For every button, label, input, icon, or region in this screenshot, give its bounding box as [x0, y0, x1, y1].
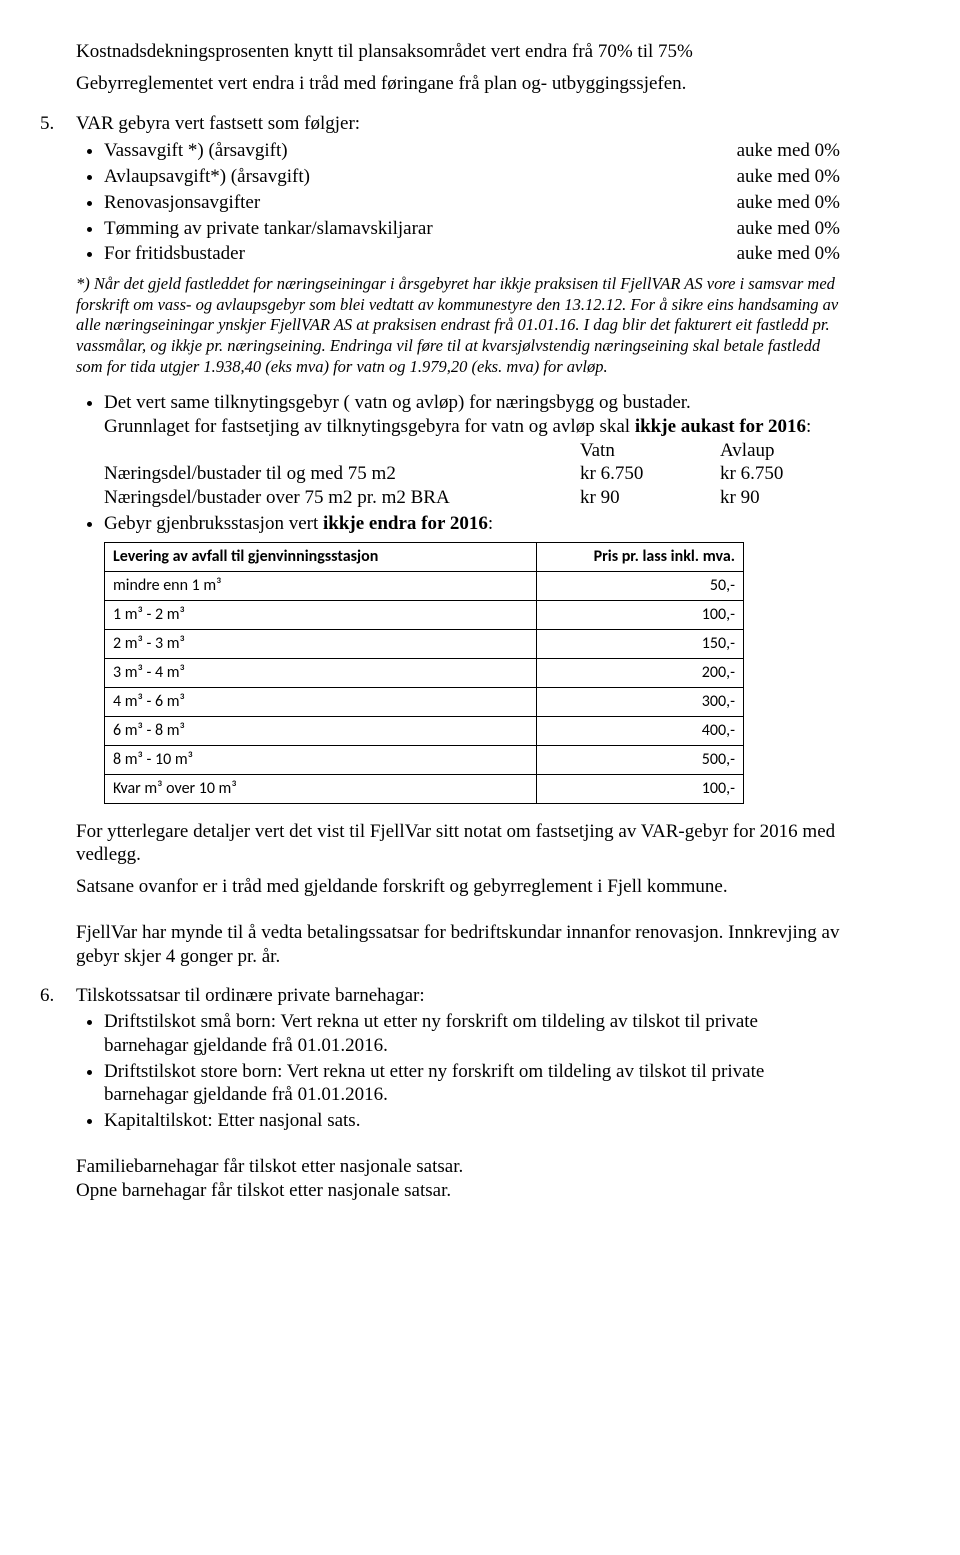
- after-p2: Satsane ovanfor er i tråd med gjeldande …: [76, 875, 840, 899]
- gebyr-cell-label: 3 m³ - 4 m³: [105, 658, 537, 687]
- gebyr-cell-price: 400,-: [537, 716, 744, 745]
- gebyr-cell-label: Kvar m³ over 10 m³: [105, 774, 537, 803]
- list-item: Driftstilskot store born: Vert rekna ut …: [104, 1060, 840, 1108]
- after-p1: For ytterlegare detaljer vert det vist t…: [76, 820, 840, 868]
- var-fee-value: auke med 0%: [737, 165, 840, 189]
- var-fee-value: auke med 0%: [737, 217, 840, 241]
- gebyr-cell-label: 1 m³ - 2 m³: [105, 600, 537, 629]
- var-fee-value: auke med 0%: [737, 242, 840, 266]
- tilknyt-row-vatn: kr 90: [580, 486, 700, 510]
- intro-line-1: Kostnadsdekningsprosenten knytt til plan…: [76, 40, 840, 64]
- table-row: Kvar m³ over 10 m³ 100,-: [105, 774, 744, 803]
- item-5-body: VAR gebyra vert fastsett som følgjer: Va…: [76, 112, 840, 820]
- table-row: 6 m³ - 8 m³ 400,-: [105, 716, 744, 745]
- gebyr-cell-price: 100,-: [537, 600, 744, 629]
- gebyr-cell-label: 6 m³ - 8 m³: [105, 716, 537, 745]
- gebyr-table: Levering av avfall til gjenvinningsstasj…: [104, 542, 744, 804]
- tilknyt-p2-bold: ikkje aukast for 2016: [635, 416, 806, 437]
- gebyr-header-2: Pris pr. lass inkl. mva.: [537, 542, 744, 571]
- var-fee-value: auke med 0%: [737, 191, 840, 215]
- table-row: 1 m³ - 2 m³ 100,-: [105, 600, 744, 629]
- list-item-6: 6. Tilskotssatsar til ordinære private b…: [40, 984, 840, 1202]
- tilknyt-p2a: Grunnlaget for fastsetjing av tilknyting…: [104, 416, 635, 437]
- item-6-body: Tilskotssatsar til ordinære private barn…: [76, 984, 840, 1202]
- gebyr-intro-bold: ikkje endra for 2016: [323, 513, 488, 534]
- gebyr-cell-label: 2 m³ - 3 m³: [105, 629, 537, 658]
- var-fee-label: Avlaupsavgift*) (årsavgift): [104, 165, 310, 189]
- gebyr-intro-c: :: [488, 513, 493, 534]
- gebyr-cell-price: 150,-: [537, 629, 744, 658]
- table-row: 2 m³ - 3 m³ 150,-: [105, 629, 744, 658]
- var-fee-label: For fritidsbustader: [104, 242, 245, 266]
- list-item-5: 5. VAR gebyra vert fastsett som følgjer:…: [40, 112, 840, 820]
- gebyr-cell-price: 300,-: [537, 687, 744, 716]
- gebyr-header-1: Levering av avfall til gjenvinningsstasj…: [105, 542, 537, 571]
- gebyr-cell-price: 500,-: [537, 745, 744, 774]
- gebyr-cell-label: mindre enn 1 m³: [105, 571, 537, 600]
- tilknyt-list: Det vert same tilknytingsgebyr ( vatn og…: [76, 391, 840, 804]
- list-item: Driftstilskot små born: Vert rekna ut et…: [104, 1010, 840, 1058]
- table-header-row: Levering av avfall til gjenvinningsstasj…: [105, 542, 744, 571]
- var-fee-label: Vassavgift *) (årsavgift): [104, 139, 288, 163]
- after-p3: FjellVar har mynde til å vedta betalings…: [76, 921, 840, 969]
- tilknyt-header-avlaup: Avlaup: [720, 439, 840, 463]
- var-fee-row: For fritidsbustader auke med 0%: [104, 242, 840, 266]
- var-fee-value: auke med 0%: [737, 139, 840, 163]
- var-fee-row: Renovasjonsavgifter auke med 0%: [104, 191, 840, 215]
- gebyr-cell-price: 200,-: [537, 658, 744, 687]
- table-row: 3 m³ - 4 m³ 200,-: [105, 658, 744, 687]
- grid-empty: [104, 439, 560, 463]
- var-fee-list: Vassavgift *) (årsavgift) auke med 0% Av…: [76, 139, 840, 266]
- var-fee-label: Renovasjonsavgifter: [104, 191, 260, 215]
- item-number: 5.: [40, 112, 64, 820]
- tilknyt-p2c: :: [806, 416, 811, 437]
- after-table-block: For ytterlegare detaljer vert det vist t…: [76, 820, 840, 969]
- tilknyt-row-label: Næringsdel/bustader over 75 m2 pr. m2 BR…: [104, 486, 560, 510]
- item-6-lead: Tilskotssatsar til ordinære private barn…: [76, 984, 840, 1008]
- spacer: [76, 1141, 840, 1155]
- gebyr-intro-a: Gebyr gjenbruksstasjon vert: [104, 513, 323, 534]
- spacer: [76, 907, 840, 921]
- intro-block: Kostnadsdekningsprosenten knytt til plan…: [76, 40, 840, 96]
- list-item: Kapitaltilskot: Etter nasjonal sats.: [104, 1109, 840, 1133]
- tilknyt-p2: Grunnlaget for fastsetjing av tilknyting…: [104, 415, 840, 439]
- var-fee-row: Tømming av private tankar/slamavskiljara…: [104, 217, 840, 241]
- item-5-lead: VAR gebyra vert fastsett som følgjer:: [76, 112, 840, 136]
- tilknyt-row-label: Næringsdel/bustader til og med 75 m2: [104, 462, 560, 486]
- item-6-tail2: Opne barnehagar får tilskot etter nasjon…: [76, 1179, 840, 1203]
- gebyr-cell-price: 50,-: [537, 571, 744, 600]
- item-6-tail1: Familiebarnehagar får tilskot etter nasj…: [76, 1155, 840, 1179]
- footnote-text: *) Når det gjeld fastleddet for næringse…: [76, 274, 840, 377]
- tilknyt-header-vatn: Vatn: [580, 439, 700, 463]
- tilknyt-grid: Vatn Avlaup Næringsdel/bustader til og m…: [104, 439, 840, 510]
- table-row: mindre enn 1 m³ 50,-: [105, 571, 744, 600]
- tilknyt-row-vatn: kr 6.750: [580, 462, 700, 486]
- tilknyt-item: Det vert same tilknytingsgebyr ( vatn og…: [104, 391, 840, 510]
- table-row: 8 m³ - 10 m³ 500,-: [105, 745, 744, 774]
- tilknyt-row-avlaup: kr 6.750: [720, 462, 840, 486]
- gebyr-cell-label: 4 m³ - 6 m³: [105, 687, 537, 716]
- var-fee-label: Tømming av private tankar/slamavskiljara…: [104, 217, 433, 241]
- item-6-bullets: Driftstilskot små born: Vert rekna ut et…: [76, 1010, 840, 1133]
- document-page: Kostnadsdekningsprosenten knytt til plan…: [0, 0, 880, 1242]
- tilknyt-row-avlaup: kr 90: [720, 486, 840, 510]
- gebyr-item: Gebyr gjenbruksstasjon vert ikkje endra …: [104, 512, 840, 804]
- table-row: 4 m³ - 6 m³ 300,-: [105, 687, 744, 716]
- item-number: 6.: [40, 984, 64, 1202]
- var-fee-row: Avlaupsavgift*) (årsavgift) auke med 0%: [104, 165, 840, 189]
- gebyr-cell-label: 8 m³ - 10 m³: [105, 745, 537, 774]
- var-fee-row: Vassavgift *) (årsavgift) auke med 0%: [104, 139, 840, 163]
- intro-line-2: Gebyrreglementet vert endra i tråd med f…: [76, 72, 840, 96]
- gebyr-cell-price: 100,-: [537, 774, 744, 803]
- tilknyt-p1: Det vert same tilknytingsgebyr ( vatn og…: [104, 391, 840, 415]
